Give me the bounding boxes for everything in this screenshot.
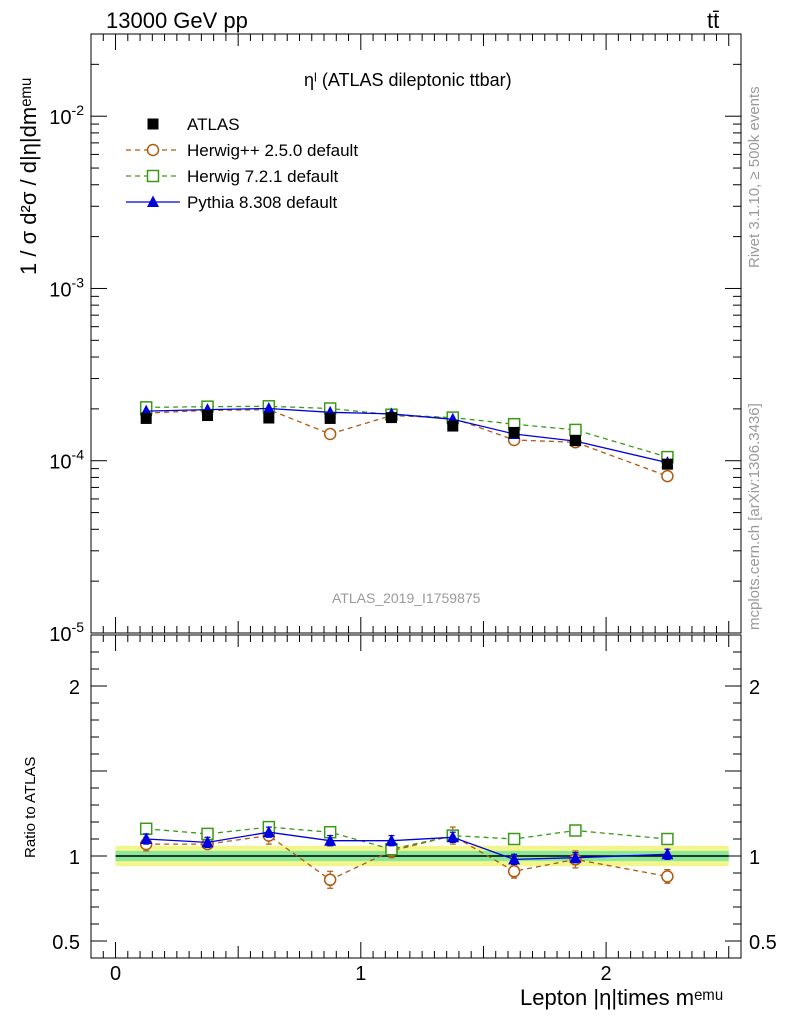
- x-tick-label: 0: [110, 963, 121, 985]
- ratio-y-tick-label: 1: [69, 847, 80, 869]
- x-axis-label: Lepton |η|times mᵉᵐᵘ: [520, 985, 724, 1010]
- data-point-atlas: [569, 435, 581, 447]
- ratio-point-herwig-7-2-1-default: [507, 832, 521, 846]
- main-y-tick-label: 10-4: [49, 447, 84, 474]
- ratio-point-pythia-8-308-default: [446, 830, 459, 843]
- legend-entry-herwig-7-2-1-default: Herwig 7.2.1 default: [126, 167, 338, 186]
- ratio-point-pythia-8-308-default: [661, 847, 674, 860]
- process-label: tt̄: [707, 8, 720, 33]
- data-point-atlas: [447, 420, 459, 432]
- series-line-main: [146, 405, 668, 458]
- ratio-point-pythia-8-308-default: [569, 851, 582, 863]
- ratio-point-pythia-8-308-default: [508, 852, 521, 865]
- data-point-herwig-2-5-0-default: [323, 427, 337, 441]
- ratio-point-herwig-2-5-0-default: [661, 870, 674, 883]
- series-line-main: [146, 408, 668, 477]
- ratio-point-pythia-8-308-default: [324, 834, 337, 846]
- ratio-point-herwig-7-2-1-default: [569, 824, 582, 837]
- legend-marker-herwig-7-2-1-default: [146, 169, 160, 183]
- legend-marker-atlas: [147, 118, 159, 130]
- data-point-atlas: [324, 412, 336, 424]
- chart-title: ηˡ (ATLAS dileptonic ttbar): [304, 70, 512, 90]
- ratio-point-pythia-8-308-default: [140, 832, 153, 844]
- series-atlas: [140, 410, 673, 470]
- ratio-y-tick-label-right: 1: [749, 847, 760, 869]
- analysis-watermark: ATLAS_2019_I1759875: [332, 590, 481, 606]
- main-y-tick-label: 10-3: [49, 274, 84, 301]
- series-line-ratio: [146, 826, 668, 850]
- data-point-atlas: [140, 412, 152, 424]
- data-point-herwig-7-2-1-default: [569, 423, 582, 437]
- y-axis-label-main: 1 / σ d²σ / d|η|dmᵉᵐᵘ: [16, 77, 41, 275]
- data-point-atlas: [202, 410, 214, 422]
- ratio-y-tick-label: 2: [69, 677, 80, 699]
- series-herwig-2-5-0-default: [139, 403, 674, 889]
- ratio-plot-frame: [90, 634, 742, 959]
- y-axis-label-ratio: Ratio to ATLAS: [22, 756, 39, 858]
- series-line-main: [146, 407, 668, 464]
- legend-marker-herwig-2-5-0-default: [146, 143, 160, 157]
- ratio-y-tick-label-right: 2: [749, 677, 760, 699]
- ratio-point-pythia-8-308-default: [385, 834, 398, 846]
- series-line-ratio: [146, 834, 668, 881]
- legend-entry-atlas: ATLAS: [147, 115, 240, 134]
- data-point-atlas: [385, 412, 397, 424]
- legend-label-herwig-2-5-0-default: Herwig++ 2.5.0 default: [187, 141, 358, 160]
- main-y-tick-label: 10-2: [49, 102, 84, 129]
- mcplots-reference-text: mcplots.cern.ch [arXiv:1306.3436]: [746, 403, 763, 630]
- legend-label-atlas: ATLAS: [187, 115, 240, 134]
- x-tick-label: 1: [355, 963, 366, 985]
- data-point-atlas: [661, 458, 673, 470]
- x-tick-label: 2: [601, 963, 612, 985]
- ratio-point-pythia-8-308-default: [201, 835, 214, 848]
- data-point-herwig-2-5-0-default: [661, 469, 674, 483]
- main-y-tick-label: 10-5: [49, 619, 84, 646]
- data-point-pythia-8-308-default: [262, 401, 275, 414]
- legend-marker-pythia-8-308-default: [147, 195, 159, 207]
- series-herwig-7-2-1-default: [139, 400, 674, 856]
- energy-label: 13000 GeV pp: [106, 8, 248, 33]
- legend-entry-pythia-8-308-default: Pythia 8.308 default: [126, 193, 338, 212]
- ratio-y-tick-label: 0.5: [52, 932, 80, 954]
- ratio-point-herwig-2-5-0-default: [507, 865, 521, 878]
- legend-entry-herwig-2-5-0-default: Herwig++ 2.5.0 default: [126, 141, 358, 160]
- main-plot-frame: [90, 33, 742, 634]
- data-point-atlas: [508, 426, 520, 438]
- ratio-point-herwig-2-5-0-default: [323, 873, 337, 887]
- ratio-y-tick-label-right: 0.5: [749, 932, 777, 954]
- ratio-point-pythia-8-308-default: [262, 825, 275, 838]
- legend-label-herwig-7-2-1-default: Herwig 7.2.1 default: [187, 167, 338, 186]
- legend-label-pythia-8-308-default: Pythia 8.308 default: [187, 193, 338, 212]
- rivet-version-text: Rivet 3.1.10, ≥ 500k events: [746, 86, 763, 268]
- ratio-point-herwig-7-2-1-default: [661, 832, 674, 846]
- data-point-atlas: [263, 412, 275, 424]
